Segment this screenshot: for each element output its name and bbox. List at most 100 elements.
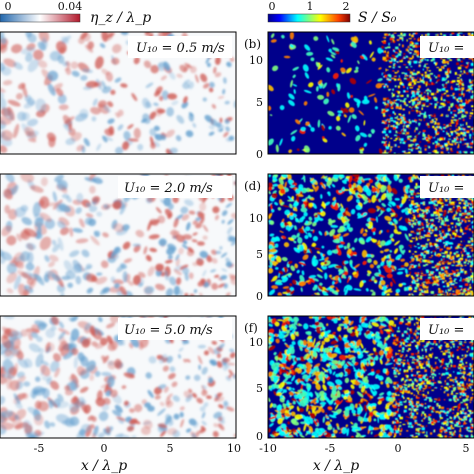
- slope-speck: [464, 220, 467, 223]
- slope-speck: [460, 226, 462, 228]
- slope-speck: [470, 98, 473, 101]
- slope-blob: [290, 79, 293, 88]
- eta-blob: [51, 239, 57, 246]
- slope-blob: [316, 274, 323, 279]
- eta-blob: [102, 232, 109, 238]
- slope-speck: [439, 274, 442, 277]
- slope-speck: [427, 282, 430, 284]
- slope-blob: [312, 277, 319, 282]
- slope-blob: [388, 290, 393, 293]
- eta-blob: [20, 230, 31, 241]
- slope-speck: [458, 100, 461, 102]
- eta-blob: [111, 57, 120, 65]
- slope-speck: [470, 275, 474, 278]
- slope-speck: [400, 32, 403, 35]
- slope-speck: [450, 360, 453, 364]
- slope-speck: [446, 282, 449, 285]
- slope-blob: [344, 271, 349, 276]
- slope-speck: [446, 283, 450, 287]
- slope-speck: [385, 106, 388, 109]
- slope-speck: [434, 316, 436, 319]
- slope-blob: [287, 195, 294, 202]
- slope-speck: [410, 139, 414, 142]
- slope-blob: [289, 428, 296, 433]
- slope-speck: [450, 143, 454, 146]
- slope-speck: [433, 279, 437, 282]
- slope-speck: [391, 58, 393, 62]
- eta-blob: [228, 135, 235, 141]
- eta-blob: [78, 266, 92, 273]
- slope-blob: [289, 364, 294, 369]
- slope-speck: [411, 368, 415, 370]
- slope-blob: [347, 328, 353, 334]
- slope-speck: [441, 106, 445, 108]
- slope-speck: [412, 253, 415, 255]
- slope-blob: [324, 272, 328, 280]
- slope-blob: [351, 409, 356, 414]
- slope-blob: [362, 195, 368, 202]
- slope-blob: [305, 378, 309, 382]
- eta-blob: [158, 384, 167, 390]
- slope-speck: [453, 398, 456, 401]
- slope-speck: [445, 241, 449, 244]
- eta-blob: [168, 71, 176, 80]
- eta-blob: [163, 316, 169, 320]
- eta-blob: [163, 386, 169, 393]
- slope-blob: [300, 287, 303, 292]
- eta-blob: [184, 79, 191, 84]
- slope-blob: [318, 316, 322, 320]
- eta-blob: [157, 423, 168, 429]
- eta-blob: [105, 390, 112, 397]
- eta-blob: [119, 285, 128, 296]
- slope-blob: [344, 288, 349, 296]
- slope-speck: [450, 421, 453, 424]
- slope-speck: [422, 236, 425, 239]
- slope-blob: [376, 188, 380, 194]
- slope-speck: [410, 192, 413, 196]
- slope-speck: [451, 257, 454, 260]
- slope-speck: [384, 103, 387, 106]
- slope-blob: [345, 102, 350, 108]
- slope-speck: [458, 223, 460, 227]
- slope-blob: [359, 55, 365, 60]
- slope-blob: [398, 283, 403, 288]
- slope-blob: [357, 379, 365, 384]
- slope-speck: [419, 77, 422, 81]
- slope-speck: [434, 117, 436, 120]
- slope-speck: [415, 107, 419, 109]
- eta-blob: [223, 77, 227, 84]
- slope-speck: [455, 124, 457, 128]
- slope-speck: [434, 204, 438, 207]
- slope-speck: [384, 33, 388, 36]
- slope-speck: [460, 217, 462, 220]
- slope-blob: [289, 32, 295, 40]
- slope-blob: [386, 207, 391, 213]
- slope-speck: [430, 274, 434, 276]
- slope-speck: [464, 272, 466, 274]
- eta-blob: [164, 415, 172, 426]
- slope-speck: [450, 246, 453, 249]
- slope-speck: [412, 100, 414, 103]
- slope-speck: [412, 61, 414, 63]
- slope-speck: [405, 75, 409, 77]
- slope-speck: [421, 248, 424, 250]
- slope-speck: [442, 239, 444, 241]
- eta-blob: [100, 382, 112, 389]
- slope-speck: [395, 137, 398, 140]
- slope-speck: [438, 143, 440, 146]
- slope-blob: [352, 412, 356, 416]
- slope-blob: [324, 231, 327, 236]
- slope-speck: [388, 124, 390, 127]
- slope-blob: [305, 354, 311, 360]
- slope-blob: [387, 203, 392, 208]
- slope-speck: [418, 177, 420, 180]
- slope-blob: [385, 401, 394, 406]
- slope-blob: [374, 351, 378, 356]
- slope-speck: [420, 236, 422, 239]
- eta-blob: [20, 329, 29, 337]
- eta-blob: [164, 208, 173, 218]
- slope-speck: [416, 111, 418, 114]
- slope-blob: [292, 74, 296, 79]
- colorbar-left: 0 0.04 η_z / λ_p: [0, 0, 151, 26]
- slope-speck: [401, 83, 404, 86]
